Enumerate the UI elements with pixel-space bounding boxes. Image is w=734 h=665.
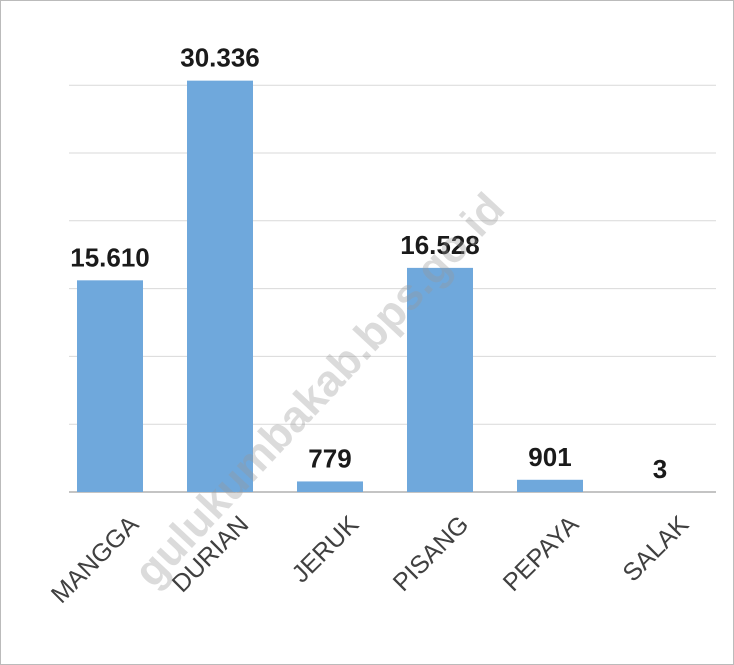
value-label: 16.528 [400, 230, 480, 260]
bar [297, 481, 363, 492]
bar [77, 280, 143, 492]
bar [407, 267, 473, 492]
value-label: 3 [653, 454, 667, 484]
bar [187, 80, 253, 493]
value-label: 30.336 [180, 43, 260, 73]
value-label: 15.610 [70, 242, 150, 272]
value-label: 779 [308, 443, 351, 473]
value-label: 901 [528, 442, 571, 472]
bar [517, 479, 583, 492]
